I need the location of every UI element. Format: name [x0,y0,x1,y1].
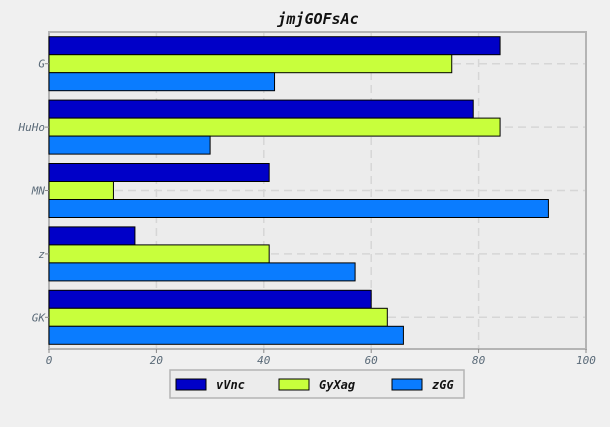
legend: vVnc GyXag zGG [169,369,465,399]
x-tick-label: 20 [150,354,164,367]
y-tick-label: G [38,58,45,71]
bar-zGG-z [48,262,356,282]
bar-GyXag-GK [48,307,388,327]
bar-zGG-G [48,72,276,92]
x-tick-label: 80 [472,354,486,367]
bar-GyXag-z [48,244,270,264]
legend-swatch-GyXag [278,378,310,391]
x-tick-label: 40 [257,354,271,367]
legend-swatch-vVnc [175,378,207,391]
bar-GyXag-HuHo [48,117,501,137]
legend-label-GyXag: GyXag [319,378,355,392]
bar-vVnc-HuHo [48,99,474,119]
legend-label-zGG: zGG [432,378,454,392]
y-tick-label: MN [31,185,46,198]
chart-title: jmjGOFsAc [276,10,358,28]
bar-GyXag-MN [48,181,114,200]
bar-vVnc-z [48,226,136,246]
bar-vVnc-MN [48,163,270,182]
bar-vVnc-GK [48,289,372,309]
x-tick-label: 60 [365,354,379,367]
legend-label-vVnc: vVnc [216,378,245,392]
bars [48,36,549,345]
x-axis-ticks: 0 20 40 60 80 100 [46,349,596,367]
x-tick-label: 100 [576,354,596,367]
legend-swatch-zGG [391,378,423,391]
y-tick-label: z [38,248,45,261]
x-tick-label: 0 [46,354,53,367]
bar-zGG-GK [48,325,404,345]
bar-GyXag-G [48,54,453,74]
bar-zGG-MN [48,199,549,218]
y-tick-label: HuHo [18,121,46,134]
y-tick-label: GK [32,311,47,324]
y-axis-ticks: G HuHo MN z GK [18,58,49,324]
bar-vVnc-G [48,36,501,56]
bar-zGG-HuHo [48,135,211,155]
